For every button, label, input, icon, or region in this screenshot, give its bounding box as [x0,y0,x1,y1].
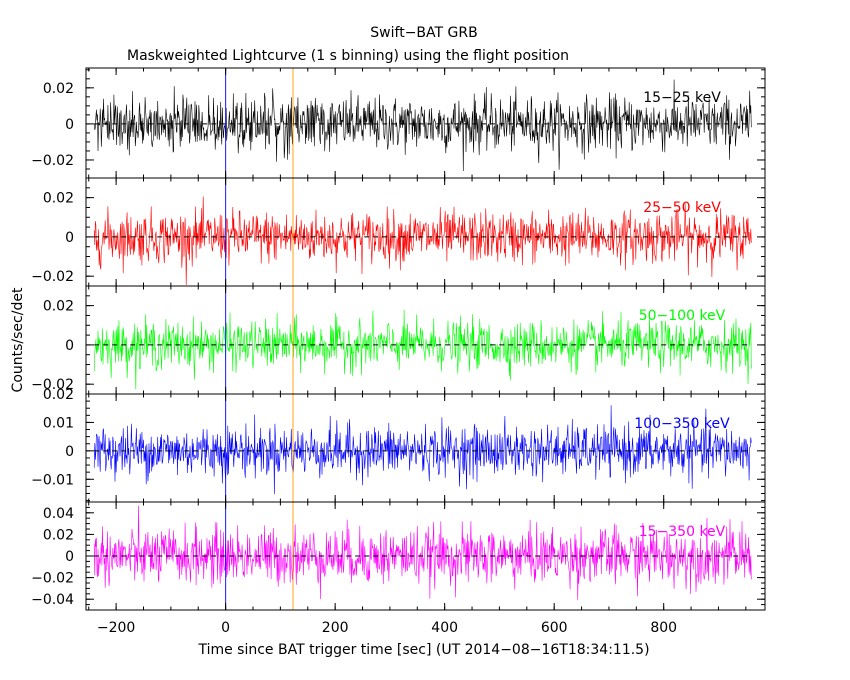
band-label-3: 50−100 keV [639,308,726,324]
y-tick-label: 0.02 [43,299,74,315]
y-tick-label: 0 [65,338,74,354]
y-tick-label: −0.01 [31,472,74,488]
x-tick-label: 0 [221,620,230,636]
panel-frame [85,393,766,503]
y-tick-label: −0.02 [31,571,74,587]
x-tick-label: 400 [431,620,458,636]
band-label-1: 15−25 keV [643,90,721,106]
y-tick-label: 0 [65,117,74,133]
y-tick-label: 0 [65,230,74,246]
lightcurve-series-1 [93,79,752,172]
y-tick-label: −0.02 [31,377,74,393]
x-tick-label: 600 [541,620,568,636]
y-tick-label: 0.02 [43,81,74,97]
lightcurve-series-5 [93,505,752,600]
x-tick-label: −200 [97,620,135,636]
x-tick-label: 200 [322,620,349,636]
panel-frame [85,177,766,287]
y-tick-label: 0 [65,444,74,460]
panels-group: −0.02 0 0.02 15−25 keV −0.02 0 0.02 25−50 keV −0… [31,67,766,636]
y-tick-label: 0.04 [43,506,74,522]
lightcurve-series-2 [93,196,752,286]
x-tick-label: 800 [650,620,677,636]
y-tick-label: 0.02 [43,387,74,403]
y-tick-label: 0.02 [43,191,74,207]
band-label-2: 25−50 keV [643,200,721,216]
y-axis-label: Counts/sec/det [10,287,26,392]
y-tick-label: 0.02 [43,527,74,543]
y-tick-label: −0.02 [31,153,74,169]
x-axis-label: Time since BAT trigger time [sec] (UT 20… [197,642,649,658]
band-label-5: 15−350 keV [639,524,726,540]
y-tick-label: 0 [65,549,74,565]
band-label-4: 100−350 keV [634,416,730,432]
y-tick-label: −0.04 [31,592,74,608]
panel-frame [85,285,766,395]
y-tick-label: 0.01 [43,415,74,431]
lightcurve-series-4 [93,405,752,495]
chart-subtitle: Maskweighted Lightcurve (1 s binning) us… [127,48,569,64]
y-tick-label: −0.02 [31,269,74,285]
chart-title: Swift−BAT GRB [370,25,477,41]
lightcurve-series-3 [93,309,752,390]
